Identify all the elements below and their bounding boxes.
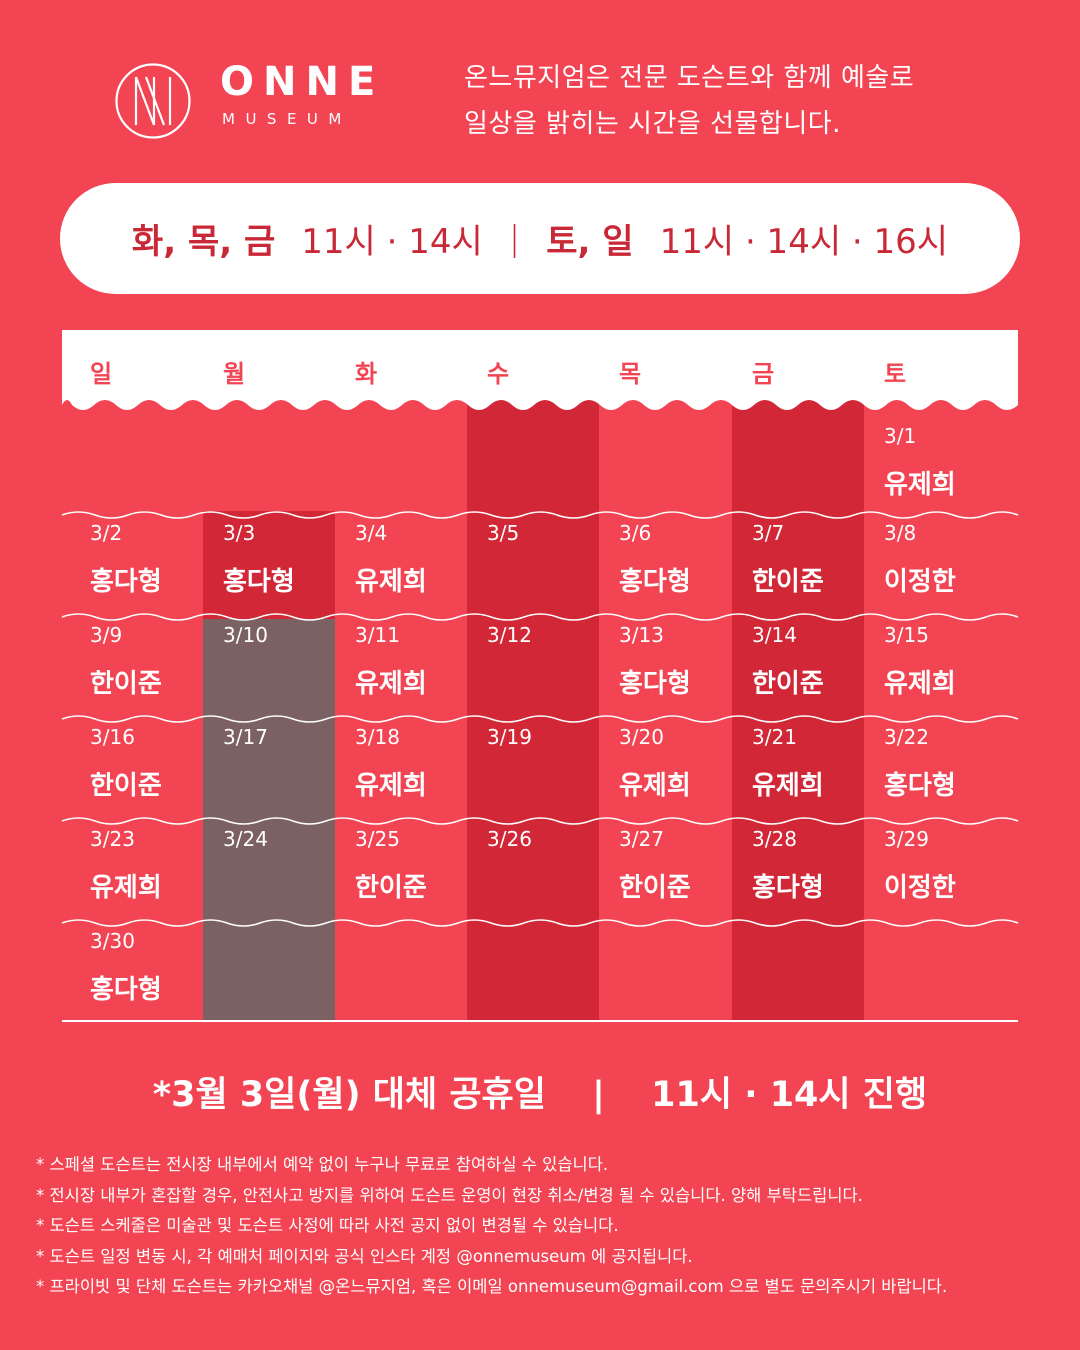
docent-name: 유제희 [355,567,427,597]
weekday-times: 11시 · 14시 [301,222,483,262]
calendar-date: 3/15 [884,623,929,647]
calendar-date: 3/8 [884,521,916,545]
tagline: 온느뮤지엄은 전문 도슨트와 함께 예술로 일상을 밝히는 시간을 선물합니다. [464,55,914,147]
calendar-date: 3/29 [884,827,929,851]
docent-name: 홍다형 [619,669,691,699]
weekday-label: 화 [355,360,377,388]
weekday-label: 토 [884,360,906,388]
docent-name: 유제희 [355,771,427,801]
calendar-date: 3/23 [90,827,135,851]
calendar-date: 3/19 [487,725,532,749]
calendar-date: 3/28 [752,827,797,851]
docent-name: 유제희 [355,669,427,699]
calendar-date: 3/20 [619,725,664,749]
docent-name: 이정한 [884,567,956,597]
docent-name: 유제희 [884,669,956,699]
docent-name: 홍다형 [752,873,824,903]
closed-monday-column [203,611,335,1021]
docent-name: 홍다형 [90,975,162,1005]
calendar-date: 3/18 [355,725,400,749]
calendar-date: 3/22 [884,725,929,749]
note-item: * 스페셜 도슨트는 전시장 내부에서 예약 없이 누구나 무료로 참여하실 수… [36,1155,609,1174]
row-divider [61,715,1019,723]
calendar-date: 3/16 [90,725,135,749]
calendar-date: 3/17 [223,725,268,749]
calendar-date: 3/26 [487,827,532,851]
calendar-date: 3/7 [752,521,784,545]
weekday-label: 수 [487,360,509,388]
weekday-label: 목 [619,360,641,388]
weekend-days: 토, 일 [546,222,634,262]
docent-name: 한이준 [752,669,824,699]
docent-name: 한이준 [619,873,691,903]
weekday-header-band [62,330,1018,410]
brand-subtitle: MUSEUM [222,110,352,128]
docent-name: 한이준 [752,567,824,597]
docent-name: 유제희 [752,771,824,801]
calendar-date: 3/5 [487,521,519,545]
docent-name: 홍다형 [619,567,691,597]
holiday-note-separator: | [592,1075,605,1115]
hours-banner: 화, 목, 금 11시 · 14시 | 토, 일 11시 · 14시 · 16시 [60,183,1020,294]
row-divider [61,919,1019,927]
closed-column [467,395,599,1021]
holiday-cell [203,511,335,619]
calendar-date: 3/27 [619,827,664,851]
docent-name: 홍다형 [90,567,162,597]
tagline-line: 온느뮤지엄은 전문 도슨트와 함께 예술로 [464,63,915,93]
docent-name: 이정한 [884,873,956,903]
calendar-date: 3/2 [90,521,122,545]
brand-name: ONNE [220,59,385,105]
holiday-note-text: *3월 3일(월) 대체 공휴일 [152,1075,546,1115]
docent-name: 홍다형 [884,771,956,801]
docent-name: 한이준 [90,771,162,801]
weekday-label: 금 [752,360,774,388]
row-divider [61,613,1019,621]
calendar-date: 3/1 [884,424,916,448]
calendar-date: 3/10 [223,623,268,647]
calendar-date: 3/3 [223,521,255,545]
weekend-times: 11시 · 14시 · 16시 [659,222,949,262]
docent-name: 유제희 [90,873,162,903]
docent-name: 홍다형 [223,567,295,597]
weekday-label: 일 [90,360,112,388]
tagline-line: 일상을 밝히는 시간을 선물합니다. [464,109,841,139]
closed-column [732,395,864,1021]
calendar-date: 3/25 [355,827,400,851]
calendar-date: 3/9 [90,623,122,647]
docent-name: 한이준 [355,873,427,903]
row-divider [61,511,1019,519]
calendar-date: 3/11 [355,623,400,647]
note-item: * 프라이빗 및 단체 도슨트는 카카오채널 @온느뮤지엄, 혹은 이메일 on… [36,1277,948,1296]
weekday-label: 월 [223,360,245,388]
weekday-days: 화, 목, 금 [131,222,276,262]
calendar-date: 3/30 [90,929,135,953]
calendar-date: 3/4 [355,521,387,545]
calendar-date: 3/13 [619,623,664,647]
holiday-note: *3월 3일(월) 대체 공휴일 | 11시 · 14시 진행 [0,1066,1080,1117]
note-item: * 도슨트 일정 변동 시, 각 예매처 페이지와 공식 인스타 계정 @onn… [36,1246,693,1266]
docent-name: 한이준 [90,669,162,699]
onne-museum-logo-icon [115,63,191,139]
calendar-date: 3/14 [752,623,797,647]
holiday-note-times: 11시 · 14시 진행 [651,1075,928,1115]
notes-list: * 스페셜 도슨트는 전시장 내부에서 예약 없이 누구나 무료로 참여하실 수… [36,1150,947,1303]
hours-separator: | [508,218,521,259]
docent-name: 유제희 [884,470,956,500]
row-divider [61,817,1019,825]
note-item: * 전시장 내부가 혼잡할 경우, 안전사고 방지를 위하여 도슨트 운영이 현… [36,1185,863,1205]
calendar-date: 3/6 [619,521,651,545]
calendar-date: 3/24 [223,827,268,851]
docent-name: 유제희 [619,771,691,801]
note-item: * 도슨트 스케줄은 미술관 및 도슨트 사정에 따라 사전 공지 없이 변경될… [36,1216,619,1235]
calendar-date: 3/21 [752,725,797,749]
calendar-date: 3/12 [487,623,532,647]
